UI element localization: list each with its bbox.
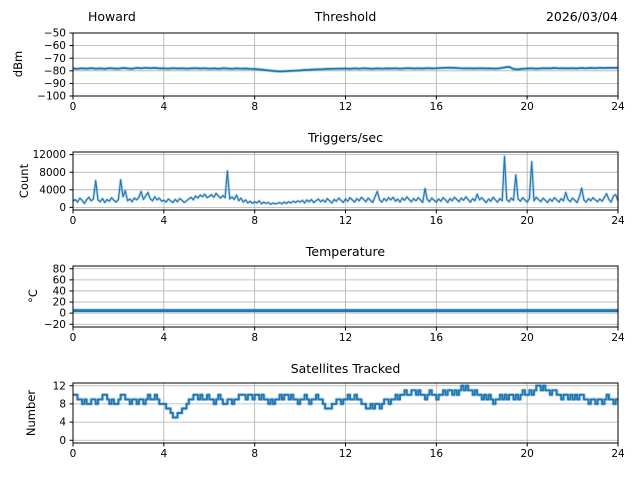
y-tick-label: 80 — [53, 263, 66, 275]
x-tick-label: 24 — [611, 448, 625, 460]
x-tick-label: 4 — [160, 215, 167, 227]
x-tick-label: 4 — [160, 101, 167, 113]
x-tick-label: 0 — [70, 448, 77, 460]
y-tick-label: −90 — [44, 78, 66, 90]
series-line — [72, 65, 619, 73]
x-tick-label: 0 — [70, 332, 77, 344]
x-tick-label: 0 — [70, 101, 77, 113]
y-tick-label: 20 — [53, 297, 66, 309]
chart-header: Temperature — [73, 244, 618, 260]
x-tick-label: 4 — [160, 332, 167, 344]
series-line — [73, 384, 618, 419]
chart-title: Triggers/sec — [308, 130, 383, 145]
chart-title: Satellites Tracked — [290, 361, 401, 376]
y-tick-label: 12000 — [33, 149, 66, 161]
x-tick-label: 8 — [251, 101, 258, 113]
plot-area: 0 4 8 12 16 20 24 −50−60−70−80−90−100 — [37, 28, 625, 113]
series-line — [72, 155, 619, 205]
y-tick-label: 8000 — [39, 167, 66, 179]
x-tick-label: 24 — [611, 101, 625, 113]
y-tick-label: 60 — [53, 274, 66, 286]
plot-area: 0 4 8 12 16 20 24 0 4 8 12 — [53, 380, 625, 460]
chart-triggers: Triggers/sec Count 0 4 8 12 16 20 24 0 4000 8000 1… — [0, 120, 640, 240]
chart-left-title: Howard — [88, 9, 136, 24]
x-tick-label: 24 — [611, 215, 625, 227]
x-tick-label: 12 — [339, 101, 352, 113]
x-tick-label: 12 — [339, 448, 352, 460]
y-tick-label: 4 — [59, 417, 66, 429]
x-tick-label: 4 — [160, 448, 167, 460]
x-tick-label: 12 — [339, 332, 352, 344]
y-tick-label: −50 — [44, 28, 66, 40]
chart-title: Temperature — [305, 244, 386, 259]
chart-threshold: Howard Threshold 2026/03/04 dBm 0 4 8 12 16 2… — [0, 0, 640, 120]
x-tick-label: 8 — [251, 448, 258, 460]
y-tick-label: −60 — [44, 40, 66, 52]
y-tick-label: −100 — [37, 91, 66, 103]
x-tick-label: 20 — [520, 332, 533, 344]
x-tick-label: 20 — [520, 448, 533, 460]
chart-satellites: Satellites Tracked Number 0 4 8 12 16 20 24 0 4 8… — [0, 360, 640, 480]
y-tick-label: 12 — [53, 380, 66, 392]
chart-header: Triggers/sec — [73, 130, 618, 146]
chart-title: Threshold — [314, 9, 377, 24]
x-tick-label: 16 — [430, 332, 444, 344]
y-tick-label: 8 — [59, 399, 66, 411]
x-tick-label: 8 — [251, 215, 258, 227]
chart-temperature: Temperature °C 0 4 8 12 16 20 24 −20 0 20 40 60 80 — [0, 240, 640, 360]
plot-area: 0 4 8 12 16 20 24 0 4000 8000 12000 — [33, 149, 625, 227]
x-tick-label: 8 — [251, 332, 258, 344]
x-tick-label: 16 — [430, 215, 444, 227]
y-tick-label: −80 — [44, 65, 66, 77]
chart-header: Howard Threshold 2026/03/04 — [73, 9, 618, 25]
y-tick-label: 4000 — [39, 184, 66, 196]
x-tick-label: 16 — [430, 101, 444, 113]
y-tick-label: 0 — [59, 435, 66, 447]
chart-header: Satellites Tracked — [73, 361, 618, 377]
y-tick-label: −70 — [44, 53, 66, 65]
x-tick-label: 20 — [520, 215, 533, 227]
y-tick-label: −20 — [44, 319, 66, 331]
x-tick-label: 16 — [430, 448, 444, 460]
chart-right-title: 2026/03/04 — [545, 9, 618, 24]
x-tick-label: 20 — [520, 101, 533, 113]
y-tick-label: 40 — [53, 286, 66, 298]
y-tick-label: 0 — [59, 202, 66, 214]
y-tick-label: 0 — [59, 308, 66, 320]
x-tick-label: 12 — [339, 215, 352, 227]
x-tick-label: 24 — [611, 332, 625, 344]
x-tick-label: 0 — [70, 215, 77, 227]
